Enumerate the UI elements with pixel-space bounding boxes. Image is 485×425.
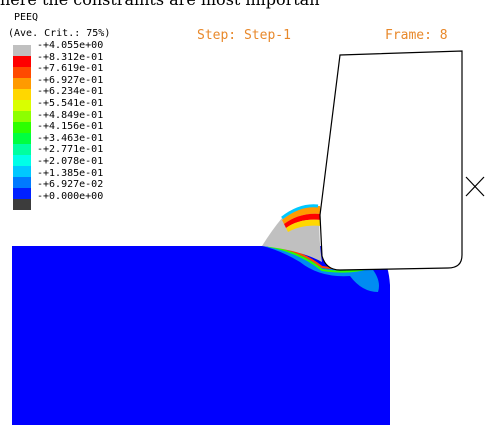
legend-value: -+4.055e+00 <box>37 40 104 51</box>
legend-swatch <box>13 199 31 210</box>
legend-swatch <box>13 89 31 100</box>
chip-hot-band <box>284 213 321 228</box>
legend-value: -+6.927e-02 <box>37 179 104 191</box>
legend-swatch <box>13 188 31 199</box>
legend-swatch <box>13 78 31 89</box>
step-label: Step: Step-1 <box>197 28 291 43</box>
legend-swatch <box>13 56 31 67</box>
legend-value: -+2.771e-01 <box>37 144 104 156</box>
legend-value: -+0.000e+00 <box>37 190 104 202</box>
cutting-tool[interactable] <box>319 50 463 271</box>
legend-value: -+7.619e-01 <box>37 63 104 75</box>
chip-hot-band <box>281 204 319 220</box>
chip-hot-band <box>282 205 321 224</box>
legend-value: -+4.849e-01 <box>37 109 104 121</box>
averaging-criterion: (Ave. Crit.: 75%) <box>8 28 111 39</box>
legend-value: -+2.078e-01 <box>37 155 104 167</box>
variable-name: PEEQ <box>14 12 39 23</box>
contour-band <box>267 245 369 273</box>
workpiece <box>12 246 390 425</box>
legend-swatch <box>13 111 31 122</box>
contour-legend <box>13 45 31 210</box>
legend-value: -+6.234e-01 <box>37 86 104 98</box>
frame-label: Frame: 8 <box>385 28 448 43</box>
clipped-document-text: here the constraints are most importan <box>0 0 485 9</box>
legend-value: -+4.156e-01 <box>37 121 104 133</box>
legend-swatch <box>13 155 31 166</box>
legend-value: -+1.385e-01 <box>37 167 104 179</box>
legend-swatch <box>13 67 31 78</box>
legend-value: -+8.312e-01 <box>37 51 104 63</box>
legend-value: -+6.927e-01 <box>37 74 104 86</box>
legend-swatch <box>13 133 31 144</box>
legend-swatch <box>13 100 31 111</box>
chip-hot-band <box>286 219 322 232</box>
legend-swatch <box>13 177 31 188</box>
legend-value: -+5.541e-01 <box>37 97 104 109</box>
legend-swatch <box>13 144 31 155</box>
legend-swatch <box>13 166 31 177</box>
x-marker-icon <box>465 176 485 197</box>
legend-values: -+4.055e+00 -+8.312e-01 -+7.619e-01 -+6.927… <box>37 40 103 202</box>
legend-swatch <box>13 122 31 133</box>
legend-value: -+3.463e-01 <box>37 132 104 144</box>
legend-swatch <box>13 45 31 56</box>
